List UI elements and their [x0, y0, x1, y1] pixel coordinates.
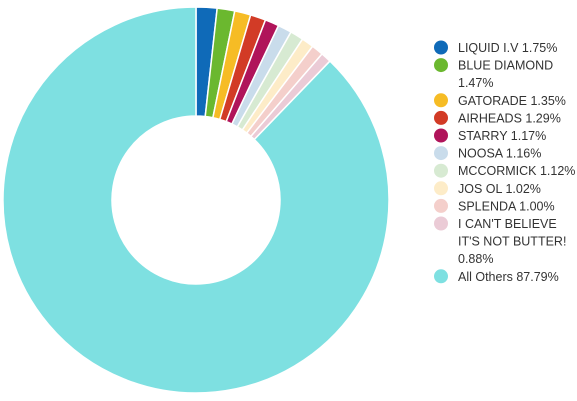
legend-item-10[interactable]: All Others 87.79%	[434, 269, 559, 284]
legend-label: JOS OL 1.02%	[458, 182, 541, 196]
legend-item-7[interactable]: JOS OL 1.02%	[434, 181, 541, 196]
legend-item-6[interactable]: MCCORMICK 1.12%	[434, 163, 575, 179]
legend-item-9[interactable]: I CAN'T BELIEVE IT'S NOT BUTTER! 0.88%	[434, 216, 566, 267]
legend-swatch	[434, 181, 448, 196]
legend-label: GATORADE 1.35%	[458, 94, 566, 108]
legend-label: I CAN'T BELIEVE IT'S NOT BUTTER! 0.88%	[458, 217, 566, 266]
legend-label: LIQUID I.V 1.75%	[458, 41, 557, 55]
legend-swatch	[434, 269, 448, 284]
legend: LIQUID I.V 1.75% BLUE DIAMOND 1.47% GATORAD…	[434, 40, 575, 284]
legend-swatch	[434, 93, 448, 108]
legend-swatch	[434, 146, 448, 161]
legend-swatch	[434, 216, 448, 231]
slice-10[interactable]	[2, 6, 390, 394]
legend-label: AIRHEADS 1.29%	[458, 111, 561, 125]
legend-item-5[interactable]: NOOSA 1.16%	[434, 146, 541, 161]
legend-swatch	[434, 40, 448, 55]
legend-item-8[interactable]: SPLENDA 1.00%	[434, 198, 555, 214]
legend-label: BLUE DIAMOND 1.47%	[458, 59, 553, 91]
legend-label: MCCORMICK 1.12%	[458, 164, 575, 178]
legend-swatch	[434, 198, 448, 213]
donut-slices	[2, 6, 390, 394]
legend-item-2[interactable]: GATORADE 1.35%	[434, 93, 566, 108]
legend-item-3[interactable]: AIRHEADS 1.29%	[434, 110, 561, 126]
legend-label: STARRY 1.17%	[458, 129, 546, 143]
legend-item-1[interactable]: BLUE DIAMOND 1.47%	[434, 58, 553, 90]
legend-swatch	[434, 128, 448, 143]
legend-item-0[interactable]: LIQUID I.V 1.75%	[434, 40, 557, 56]
legend-label: NOOSA 1.16%	[458, 147, 541, 161]
legend-swatch	[434, 58, 448, 73]
legend-swatch	[434, 110, 448, 125]
legend-swatch	[434, 163, 448, 178]
legend-label: All Others 87.79%	[458, 270, 559, 284]
legend-item-4[interactable]: STARRY 1.17%	[434, 128, 546, 144]
legend-label: SPLENDA 1.00%	[458, 199, 555, 213]
